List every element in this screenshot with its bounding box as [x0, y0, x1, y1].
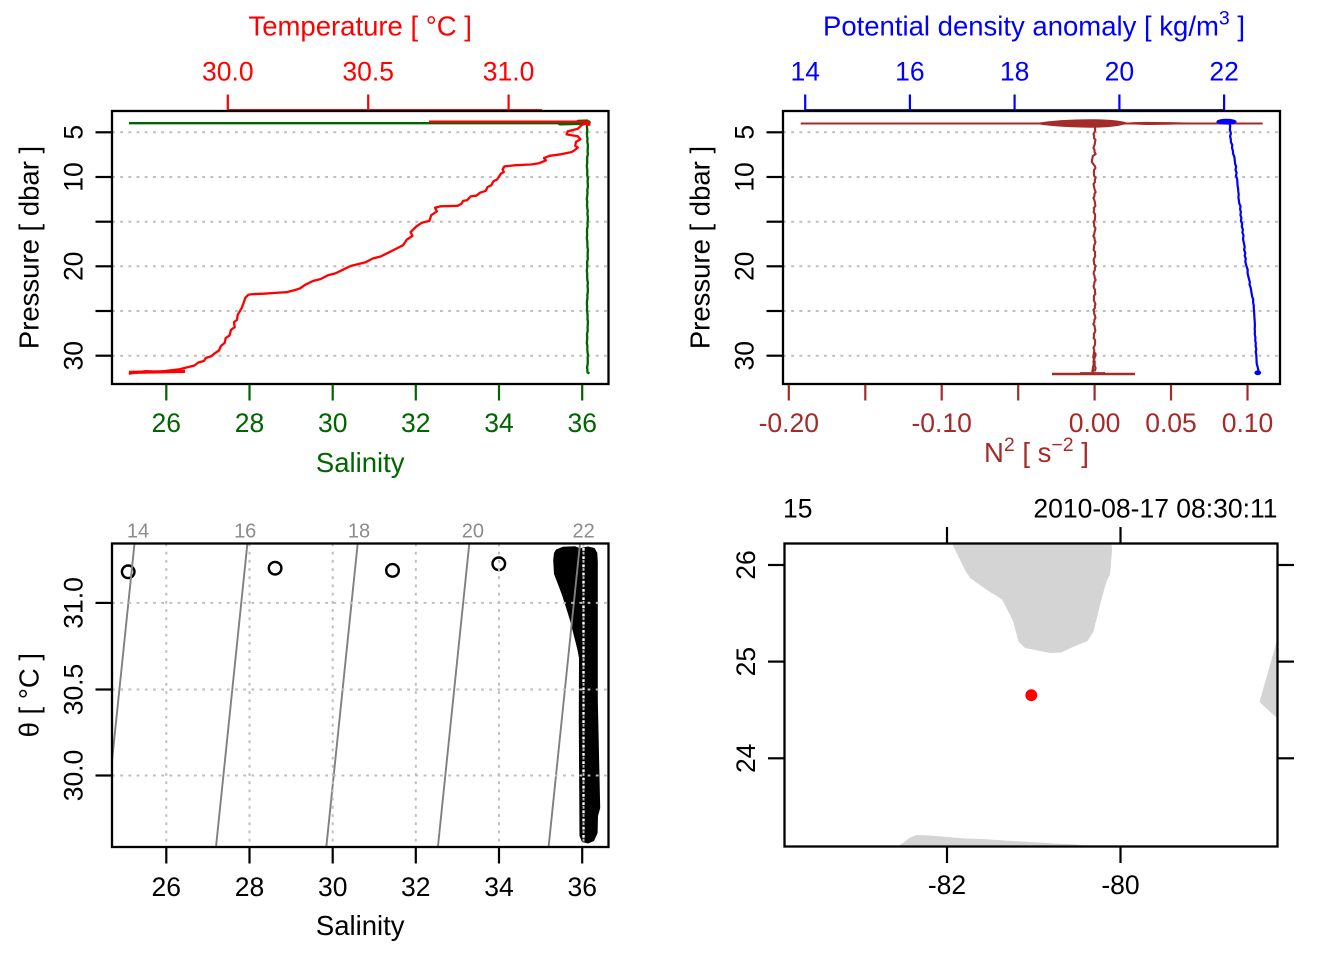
svg-text:0.00: 0.00 [1069, 408, 1121, 438]
svg-text:30.0: 30.0 [202, 57, 254, 87]
svg-text:Salinity: Salinity [316, 447, 405, 478]
svg-text:30: 30 [729, 341, 759, 370]
svg-text:5: 5 [58, 125, 88, 140]
svg-text:16: 16 [895, 57, 924, 87]
svg-text:30: 30 [318, 408, 347, 438]
svg-text:20: 20 [58, 252, 88, 281]
svg-text:26: 26 [152, 872, 181, 902]
svg-text:31.0: 31.0 [483, 57, 535, 87]
svg-text:-0.10: -0.10 [911, 408, 971, 438]
svg-text:30.5: 30.5 [58, 664, 88, 716]
svg-text:-80: -80 [1101, 870, 1139, 900]
svg-text:16: 16 [234, 521, 256, 543]
svg-text:Temperature [ °C ]: Temperature [ °C ] [248, 11, 471, 42]
svg-text:31.0: 31.0 [58, 577, 88, 629]
svg-text:28: 28 [235, 408, 264, 438]
svg-text:26: 26 [731, 550, 761, 579]
svg-text:32: 32 [401, 408, 430, 438]
svg-text:30: 30 [58, 341, 88, 370]
svg-text:20: 20 [729, 252, 759, 281]
svg-text:5: 5 [729, 125, 759, 140]
svg-text:14: 14 [790, 57, 819, 87]
svg-text:18: 18 [348, 521, 370, 543]
svg-text:θ [ °C ]: θ [ °C ] [14, 653, 45, 737]
svg-text:32: 32 [401, 872, 430, 902]
svg-text:20: 20 [462, 521, 484, 543]
svg-text:10: 10 [729, 162, 759, 191]
svg-text:Pressure [ dbar ]: Pressure [ dbar ] [685, 146, 716, 349]
svg-text:-82: -82 [928, 870, 966, 900]
svg-text:14: 14 [127, 521, 149, 543]
svg-text:-0.20: -0.20 [759, 408, 819, 438]
svg-text:Potential density anomaly [ kg: Potential density anomaly [ kg/m3 ] [823, 8, 1245, 42]
svg-text:15: 15 [783, 494, 812, 524]
svg-text:34: 34 [484, 872, 513, 902]
svg-text:20: 20 [1105, 57, 1134, 87]
svg-text:0.05: 0.05 [1145, 408, 1197, 438]
svg-text:34: 34 [484, 408, 513, 438]
svg-text:0.10: 0.10 [1222, 408, 1274, 438]
svg-text:2010-08-17 08:30:11: 2010-08-17 08:30:11 [1033, 494, 1277, 524]
svg-text:Salinity: Salinity [316, 910, 405, 941]
svg-text:30.0: 30.0 [58, 750, 88, 802]
svg-text:22: 22 [572, 521, 594, 543]
svg-text:36: 36 [567, 408, 596, 438]
svg-text:30.5: 30.5 [342, 57, 394, 87]
svg-text:10: 10 [58, 162, 88, 191]
svg-text:18: 18 [1000, 57, 1029, 87]
svg-text:30: 30 [318, 872, 347, 902]
svg-text:N2 [ s−2 ]: N2 [ s−2 ] [984, 434, 1089, 468]
svg-text:36: 36 [567, 872, 596, 902]
svg-text:25: 25 [731, 647, 761, 676]
svg-text:Pressure [ dbar ]: Pressure [ dbar ] [14, 146, 45, 349]
svg-text:26: 26 [152, 408, 181, 438]
svg-text:28: 28 [235, 872, 264, 902]
svg-text:24: 24 [731, 744, 761, 773]
svg-text:22: 22 [1209, 57, 1238, 87]
